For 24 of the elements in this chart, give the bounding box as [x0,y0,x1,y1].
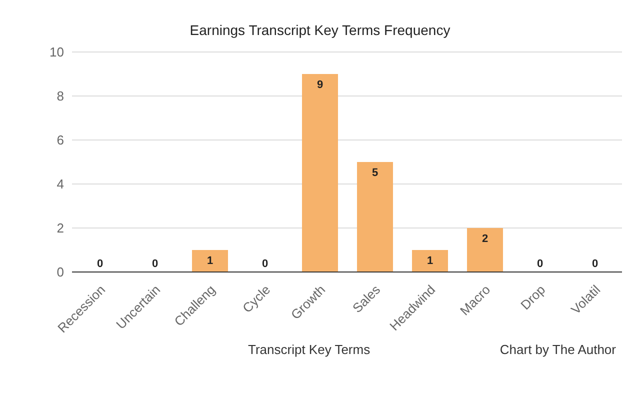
bar [467,228,503,272]
y-tick-label: 10 [50,44,64,60]
chart-title: Earnings Transcript Key Terms Frequency [188,21,452,40]
data-label: 1 [426,255,434,267]
bar [302,74,338,272]
data-label: 0 [536,258,544,270]
bar [412,250,448,272]
data-label: 0 [152,258,158,270]
data-label: 0 [262,258,268,270]
data-label: 2 [482,233,488,245]
data-label: 5 [372,167,378,179]
data-label: 0 [96,258,104,270]
y-tick-label: 2 [56,220,64,236]
data-label: 0 [592,258,598,270]
data-label: 9 [316,79,324,91]
bar [192,250,228,272]
y-tick-label: 4 [56,176,64,192]
y-tick-label: 8 [56,88,64,104]
x-axis-title: Transcript Key Terms [248,342,370,357]
bar [357,162,393,272]
y-tick-label: 0 [56,264,64,280]
data-label: 1 [206,255,214,267]
y-tick-label: 6 [56,132,64,148]
text: Chart by The Author [500,342,616,357]
